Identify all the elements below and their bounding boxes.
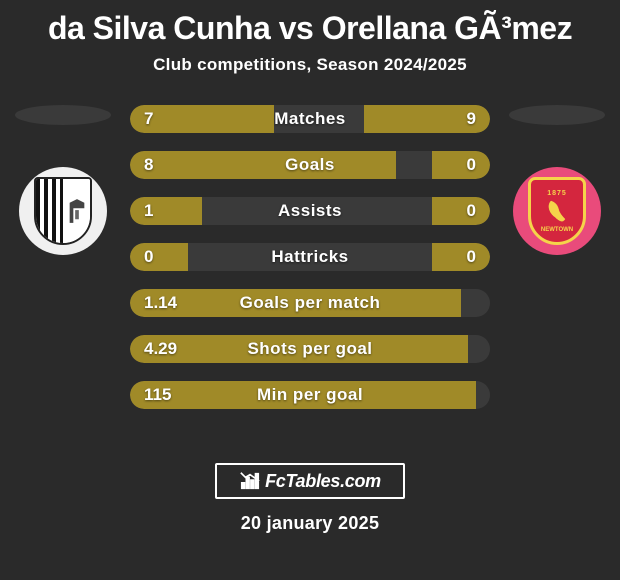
stat-value-left: 4.29 <box>144 339 177 359</box>
stat-bar-right <box>432 197 490 225</box>
stat-value-left: 1.14 <box>144 293 177 313</box>
stat-row: 1.14 Goals per match <box>130 289 490 317</box>
stat-value-left: 115 <box>144 385 171 405</box>
stat-bar-left <box>130 197 202 225</box>
stat-value-right: 0 <box>467 155 476 175</box>
stat-value-right: 0 <box>467 201 476 221</box>
shadow-ellipse <box>15 105 111 125</box>
date-text: 20 january 2025 <box>0 513 620 534</box>
stat-label: Assists <box>278 201 342 221</box>
stat-row: 115 Min per goal <box>130 381 490 409</box>
subtitle: Club competitions, Season 2024/2025 <box>0 55 620 75</box>
stat-value-left: 7 <box>144 109 153 129</box>
footer-brand-text: FcTables.com <box>265 471 381 492</box>
shield-year: 1875 <box>547 190 567 197</box>
stat-label: Min per goal <box>257 385 363 405</box>
stat-row: 4.29 Shots per goal <box>130 335 490 363</box>
stat-value-right: 9 <box>467 109 476 129</box>
stat-label: Matches <box>274 109 346 129</box>
right-club-shield-icon: 1875 NEWTOWN <box>528 177 586 245</box>
page-title: da Silva Cunha vs Orellana GÃ³mez <box>0 0 620 47</box>
left-club-badge <box>19 167 107 255</box>
stat-bar-left <box>130 243 188 271</box>
stat-bar-right <box>432 151 490 179</box>
left-club-column <box>15 105 111 255</box>
stat-bar-left <box>130 151 396 179</box>
stat-row: 7 Matches 9 <box>130 105 490 133</box>
stat-value-left: 8 <box>144 155 153 175</box>
right-club-column: 1875 NEWTOWN <box>509 105 605 255</box>
stat-label: Goals <box>285 155 335 175</box>
stat-value-left: 0 <box>144 247 153 267</box>
comparison-main: 1875 NEWTOWN 7 Matches 9 8 Goals 0 1 Assists 0 0 H… <box>0 105 620 435</box>
stat-row: 1 Assists 0 <box>130 197 490 225</box>
left-club-shield-icon <box>34 177 92 245</box>
shadow-ellipse <box>509 105 605 125</box>
stat-value-left: 1 <box>144 201 153 221</box>
stats-bars: 7 Matches 9 8 Goals 0 1 Assists 0 0 Hattricks 0 1.14… <box>130 105 490 409</box>
stat-bar-right <box>432 243 490 271</box>
chart-icon <box>239 470 261 492</box>
stat-label: Shots per goal <box>247 339 372 359</box>
stat-row: 0 Hattricks 0 <box>130 243 490 271</box>
footer-brand: FcTables.com <box>215 463 405 499</box>
stat-label: Goals per match <box>240 293 381 313</box>
stat-row: 8 Goals 0 <box>130 151 490 179</box>
stat-value-right: 0 <box>467 247 476 267</box>
stat-label: Hattricks <box>271 247 348 267</box>
shield-name: NEWTOWN <box>541 227 573 233</box>
right-club-badge: 1875 NEWTOWN <box>513 167 601 255</box>
